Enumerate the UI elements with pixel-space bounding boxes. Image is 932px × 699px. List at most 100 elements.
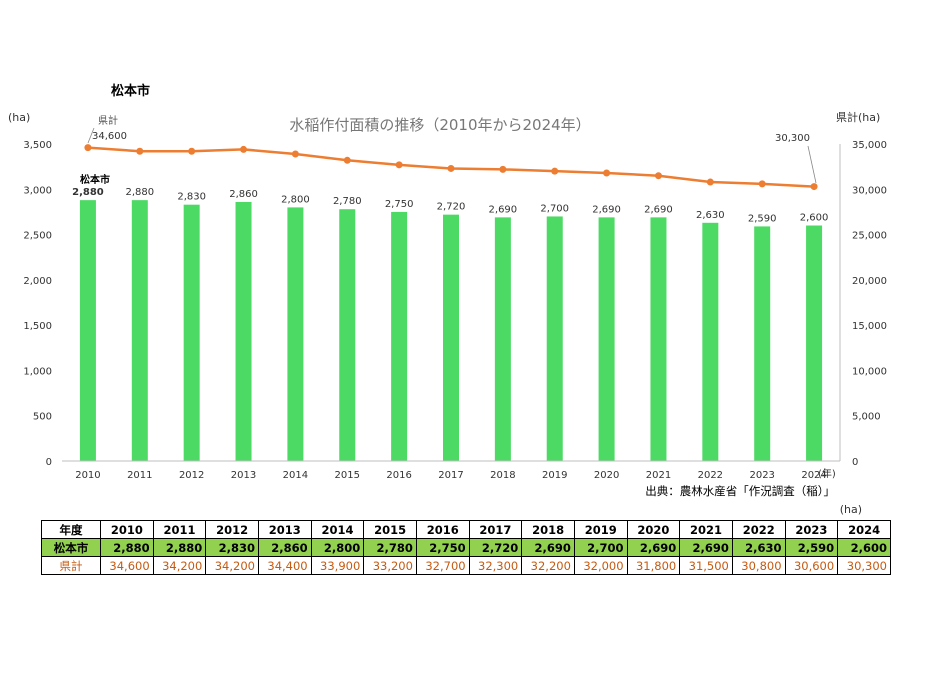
- table-cell: 31,500: [679, 556, 733, 575]
- line-point-2013: [240, 145, 248, 153]
- bar-value-label: 2,780: [333, 196, 362, 207]
- x-tick-label: 2017: [438, 470, 463, 481]
- x-tick-label: 2010: [75, 470, 100, 481]
- left-tick-label: 2,000: [23, 276, 52, 287]
- table-cell: 32,200: [521, 556, 575, 575]
- table-cell: 32,700: [415, 556, 470, 575]
- right-tick-label: 35,000: [852, 140, 887, 151]
- table-cell: 2,690: [521, 538, 575, 557]
- bar-value-label: 2,720: [437, 202, 466, 213]
- table-cell: 32,300: [468, 556, 523, 575]
- table-cell: 2,880: [100, 538, 154, 557]
- table-row: 松本市 2,880 2,880 2,830 2,860 2,800 2,780 2,750 2,…: [41, 538, 891, 557]
- table-cell: 30,800: [731, 556, 786, 575]
- x-tick-label: 2018: [490, 470, 515, 481]
- left-tick-label: 500: [33, 412, 52, 423]
- bar-2019: [546, 216, 563, 461]
- table-row: 県計 34,600 34,200 34,200 34,400 33,900 33,200 32…: [41, 556, 891, 575]
- x-tick-label: 2013: [231, 470, 256, 481]
- bar-value-label: 2,630: [696, 210, 725, 221]
- x-tick-label: 2012: [179, 470, 204, 481]
- table-cell: 2,860: [257, 538, 312, 557]
- bar-value-label: 2,880: [125, 187, 154, 198]
- bar-series-label: 松本市: [80, 173, 110, 186]
- table-cell: 2,830: [205, 538, 259, 557]
- bar-value-label: 2,690: [644, 204, 673, 215]
- table-year-header: 2011: [152, 520, 207, 539]
- x-tick-label: 2023: [749, 470, 774, 481]
- table-row-label: 松本市: [41, 538, 101, 557]
- table-cell: 2,590: [784, 538, 839, 557]
- x-tick-label: 2019: [542, 470, 567, 481]
- table-year-header: 2018: [521, 520, 575, 539]
- table-cell: 30,600: [784, 556, 839, 575]
- line-first-value: 34,600: [92, 131, 127, 142]
- table-year-header: 2022: [731, 520, 786, 539]
- bar-value-label: 2,600: [800, 213, 829, 224]
- right-tick-label: 25,000: [852, 231, 887, 242]
- line-point-2019: [551, 167, 559, 175]
- table-year-header: 2019: [573, 520, 628, 539]
- right-tick-label: 20,000: [852, 276, 887, 287]
- line-point-2023: [758, 180, 766, 188]
- table-cell: 34,400: [257, 556, 312, 575]
- line-series: [84, 144, 818, 191]
- bar-2011: [131, 200, 148, 461]
- table-cell: 2,690: [626, 538, 681, 557]
- bar-2018: [494, 217, 511, 461]
- right-tick-label: 5,000: [852, 412, 881, 423]
- table-year-header: 2024: [837, 520, 891, 539]
- table-cell: 2,880: [152, 538, 207, 557]
- table-year-header: 2010: [100, 520, 154, 539]
- right-axis-unit: 県計(ha): [836, 110, 880, 124]
- right-tick-label: 10,000: [852, 366, 887, 377]
- table-header-label: 年度: [41, 520, 101, 539]
- right-tick-label: 15,000: [852, 321, 887, 332]
- right-tick-label: 0: [852, 457, 858, 468]
- bar-2023: [754, 226, 771, 461]
- bar-2022: [702, 222, 719, 461]
- table-year-header: 2021: [679, 520, 733, 539]
- bar-2012: [183, 204, 200, 461]
- table-year-header: 2012: [205, 520, 259, 539]
- line-point-2016: [395, 161, 403, 169]
- line-point-2012: [188, 147, 196, 155]
- left-tick-label: 0: [46, 457, 52, 468]
- table-cell: 33,200: [363, 556, 417, 575]
- bar-2021: [650, 217, 667, 461]
- table-cell: 2,700: [573, 538, 628, 557]
- table-cell: 2,630: [731, 538, 786, 557]
- left-axis-ticks: 0 500 1,000 1,500 2,000 2,500 3,000 3,500: [23, 140, 52, 468]
- x-tick-label: 2022: [698, 470, 723, 481]
- line-point-2021: [654, 172, 662, 180]
- line-point-2022: [706, 178, 714, 186]
- table-cell: 2,800: [310, 538, 365, 557]
- bar-2016: [391, 211, 408, 461]
- line-label-leader: [87, 127, 95, 144]
- table-year-header: 2013: [257, 520, 312, 539]
- table-cell: 31,800: [626, 556, 681, 575]
- table-cell: 2,750: [415, 538, 470, 557]
- table-cell: 32,000: [573, 556, 628, 575]
- bar-2014: [287, 207, 304, 461]
- bar-value-label: 2,690: [489, 204, 518, 215]
- left-tick-label: 2,500: [23, 231, 52, 242]
- line-series-label: 県計: [98, 114, 118, 127]
- bar-2020: [598, 217, 615, 461]
- x-tick-label: 2020: [594, 470, 619, 481]
- line-point-2024: [810, 183, 818, 191]
- x-axis-ticks: 2010 2011 2012 2013 2014 2015 2016 2017 2018 2019…: [75, 470, 827, 481]
- bar-2017: [443, 214, 459, 461]
- source-note: 出典：農林水産省「作況調査（稲）」: [645, 484, 835, 498]
- bar-value-label: 2,880: [72, 187, 104, 198]
- line-point-2010: [84, 144, 92, 152]
- table-year-header: 2014: [310, 520, 365, 539]
- table-cell: 2,720: [468, 538, 523, 557]
- line-point-2017: [447, 164, 455, 172]
- bar-2015: [339, 209, 356, 461]
- bar-2013: [235, 201, 252, 462]
- table-year-header: 2023: [784, 520, 839, 539]
- city-title: 松本市: [111, 83, 150, 99]
- x-axis-unit: (年): [818, 467, 836, 480]
- left-tick-label: 1,000: [23, 366, 52, 377]
